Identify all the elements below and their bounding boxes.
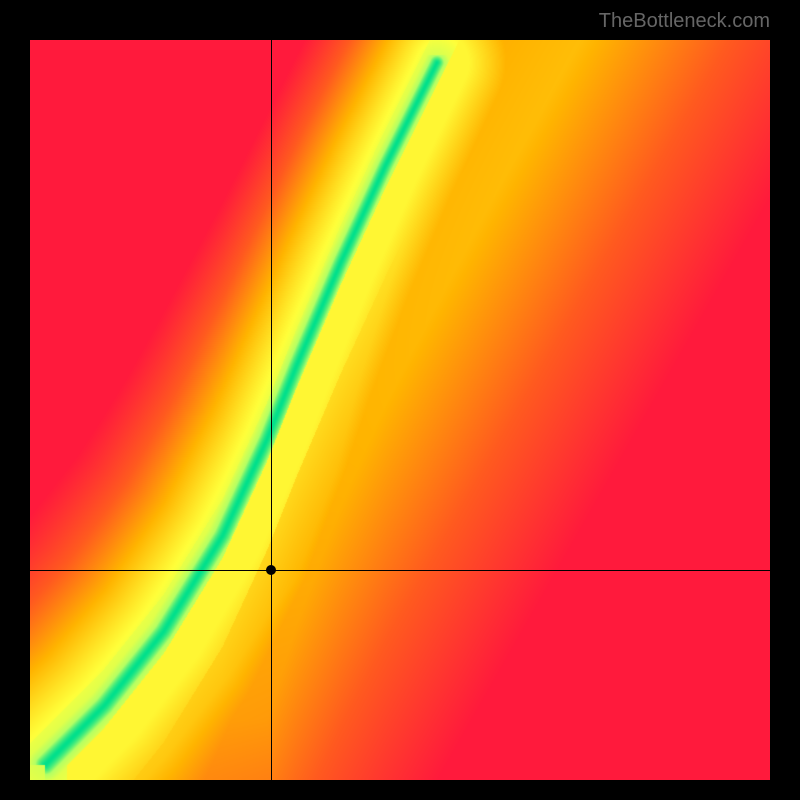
- heatmap-chart: [30, 40, 770, 780]
- watermark-text: TheBottleneck.com: [599, 10, 770, 33]
- heatmap-canvas: [30, 40, 770, 780]
- crosshair-marker: [266, 565, 276, 575]
- crosshair-vertical: [271, 40, 272, 780]
- crosshair-horizontal: [30, 570, 770, 571]
